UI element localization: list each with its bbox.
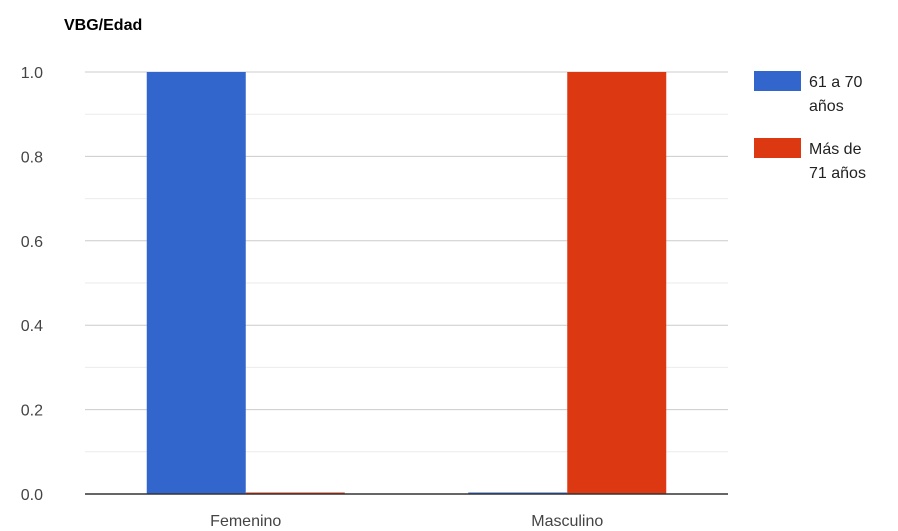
y-tick-label: 0.0 [21,487,43,504]
legend-label: 61 a 70 años [809,74,862,115]
legend-label: Más de 71 años [809,141,866,182]
y-tick-label: 0.2 [21,403,43,420]
chart-title: VBG/Edad [64,17,142,34]
y-tick-label: 0.4 [21,318,43,335]
bar [146,72,246,494]
y-tick-label: 0.8 [21,149,43,166]
y-tick-label: 0.6 [21,234,43,251]
x-axis-ticks: Femenino Masculino [210,513,603,530]
legend: 61 a 70 años Más de 71 años [754,71,866,182]
bars [146,72,667,494]
bar [567,72,667,494]
x-tick-label: Femenino [210,513,281,530]
legend-swatch [754,71,801,91]
legend-swatch [754,138,801,158]
x-tick-label: Masculino [531,513,603,530]
y-tick-label: 1.0 [21,65,43,82]
y-axis-ticks: 0.0 0.2 0.4 0.6 0.8 1.0 [21,65,43,504]
